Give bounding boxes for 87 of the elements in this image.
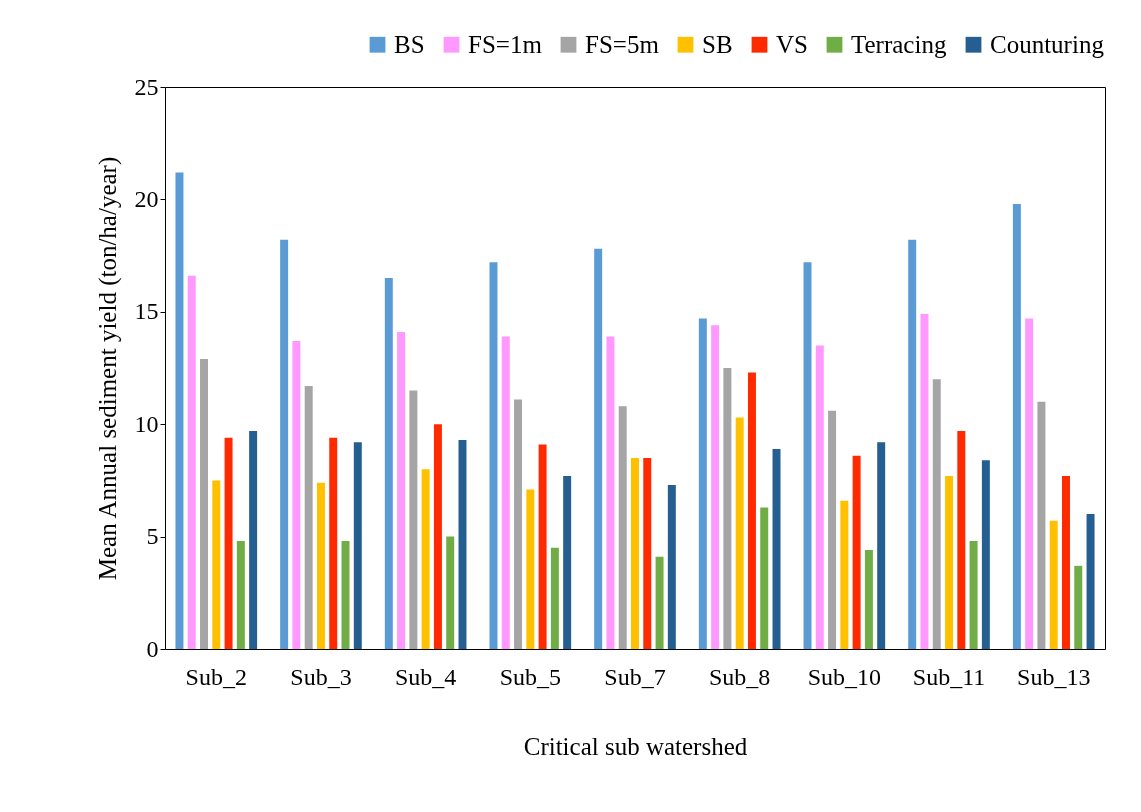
bar	[594, 248, 603, 649]
y-tick-label: 10	[134, 410, 159, 437]
bar	[969, 541, 978, 649]
bar	[655, 556, 664, 649]
bar	[815, 345, 824, 649]
bar	[735, 417, 744, 649]
bar	[175, 172, 184, 649]
bar	[711, 325, 720, 649]
x-tick-label: Sub_11	[912, 663, 986, 690]
bar	[945, 475, 954, 649]
y-tick-label: 25	[134, 73, 159, 100]
x-tick-label: Sub_8	[709, 663, 771, 690]
bar	[409, 390, 418, 649]
x-tick-label: Sub_10	[807, 663, 882, 690]
bar	[187, 275, 196, 649]
bar	[667, 484, 676, 649]
bar	[1074, 565, 1083, 649]
bar	[200, 359, 208, 649]
bar	[501, 336, 510, 649]
legend-label: SB	[702, 30, 733, 58]
bar	[329, 437, 338, 649]
bar	[304, 385, 313, 649]
bar	[828, 410, 837, 649]
bar	[1086, 514, 1095, 649]
legend-label: VS	[776, 30, 808, 58]
bar	[1037, 401, 1046, 649]
bar	[212, 480, 221, 649]
bar	[280, 239, 289, 649]
bar	[643, 457, 652, 649]
bar	[932, 379, 941, 649]
legend-label: FS=5m	[585, 30, 660, 58]
bar	[981, 460, 990, 649]
y-tick-label: 5	[146, 523, 159, 550]
legend-label: FS=1m	[468, 30, 543, 58]
bar	[397, 332, 406, 649]
bar	[852, 455, 861, 649]
bar	[1012, 203, 1021, 649]
bar	[526, 489, 535, 649]
x-tick-label: Sub_5	[499, 663, 561, 690]
bar	[864, 550, 873, 649]
bar	[747, 372, 756, 649]
bar	[772, 448, 781, 649]
bar	[698, 318, 707, 649]
bar	[631, 457, 639, 649]
bar	[1049, 520, 1058, 649]
bar	[433, 424, 442, 649]
bar	[341, 541, 350, 649]
y-axis-title: Mean Annual sediment yield (ton/ha/year)	[93, 156, 122, 581]
bar	[563, 475, 572, 649]
x-tick-label: Sub_2	[185, 663, 247, 690]
bar	[249, 430, 258, 649]
bar	[224, 437, 233, 649]
bar	[606, 336, 615, 649]
bar	[723, 368, 732, 649]
x-tick-label: Sub_7	[604, 663, 666, 690]
bar	[458, 439, 467, 649]
bar	[538, 444, 547, 649]
bar	[1062, 475, 1070, 649]
x-axis-title: Critical sub watershed	[523, 732, 748, 760]
y-tick-label: 0	[146, 635, 159, 662]
bar	[446, 536, 455, 649]
y-tick-label: 20	[134, 185, 159, 212]
bar	[489, 262, 498, 649]
bar	[236, 541, 245, 649]
bar	[421, 469, 430, 649]
bar	[384, 278, 393, 649]
x-tick-label: Sub_13	[1017, 663, 1091, 690]
legend-label: BS	[394, 30, 425, 58]
y-tick-label: 15	[134, 298, 159, 325]
bar	[920, 314, 929, 649]
x-tick-label: Sub_3	[290, 663, 352, 690]
x-tick-label: Sub_4	[394, 663, 457, 690]
bar	[514, 399, 523, 649]
legend-label: Terracing	[851, 30, 947, 58]
legend-label: Counturing	[990, 30, 1105, 58]
bar	[877, 442, 886, 649]
bar	[803, 262, 812, 649]
bar	[957, 430, 966, 649]
bar	[550, 547, 559, 649]
bar	[618, 406, 627, 649]
bar	[840, 500, 849, 649]
bar	[353, 442, 362, 649]
bar	[760, 507, 769, 649]
bar	[316, 482, 325, 649]
bar	[908, 239, 917, 649]
bar	[1025, 318, 1034, 649]
bar	[292, 341, 301, 649]
